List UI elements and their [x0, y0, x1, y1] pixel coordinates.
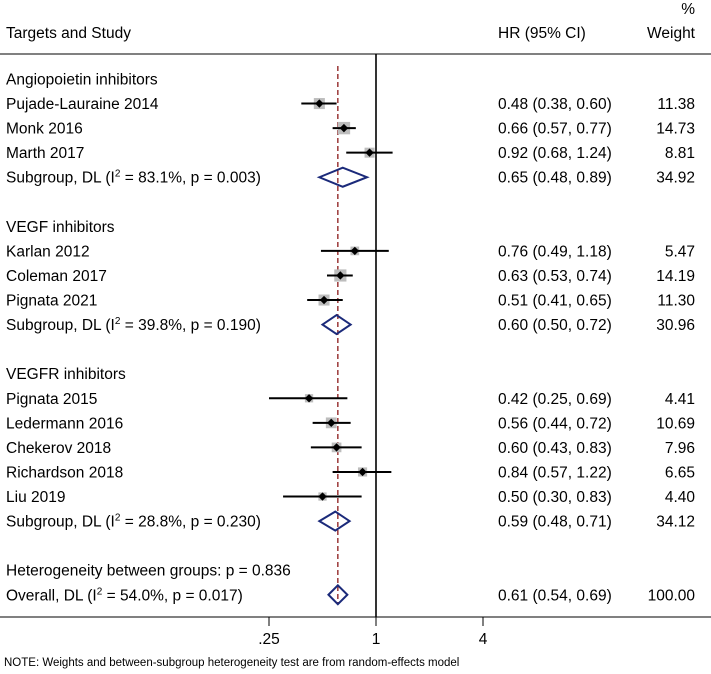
overall-label: Overall, DL (I2 = 54.0%, p = 0.017) [6, 586, 243, 604]
study-weight: 8.81 [665, 145, 695, 162]
header-weight: Weight [647, 25, 696, 42]
study-point-estimate [327, 418, 336, 428]
overall-hr-ci: 0.61 (0.54, 0.69) [498, 587, 612, 604]
study-name: Monk 2016 [6, 121, 83, 138]
study-hr-ci: 0.48 (0.38, 0.60) [498, 96, 612, 113]
study-weight: 14.19 [656, 268, 695, 285]
subgroup-label-superscript: 2 [115, 316, 121, 327]
overall-label-suffix: = 54.0%, p = 0.017) [102, 587, 242, 604]
study-weight: 4.41 [665, 391, 695, 408]
study-point-estimate [332, 443, 341, 452]
header-weight-pct: % [681, 1, 695, 18]
study-hr-ci: 0.42 (0.25, 0.69) [498, 391, 612, 408]
study-point-estimate [319, 295, 329, 305]
x-tick-label: 1 [372, 631, 381, 648]
study-weight: 4.40 [665, 489, 696, 506]
reference-lines [337, 54, 377, 617]
subgroup-label-suffix: = 83.1%, p = 0.003) [120, 170, 260, 187]
study-name: Chekerov 2018 [6, 440, 111, 457]
subgroup-label-superscript: 2 [115, 169, 121, 180]
header-hr: HR (95% CI) [498, 25, 586, 42]
study-point-estimate [304, 394, 314, 403]
study-weight: 7.96 [665, 440, 695, 457]
overall-label-prefix: Overall, DL (I [6, 587, 97, 604]
group-label: VEGF inhibitors [6, 219, 115, 236]
subgroup-label-prefix: Subgroup, DL (I [6, 170, 115, 187]
study-name: Marth 2017 [6, 145, 84, 162]
group-label: Angiopoietin inhibitors [6, 72, 158, 89]
subgroup-weight: 34.12 [656, 514, 695, 531]
study-weight: 6.65 [665, 464, 695, 481]
header-study: Targets and Study [6, 25, 131, 42]
study-name: Richardson 2018 [6, 464, 123, 481]
x-axis-ticks: .25 1 4 [258, 617, 488, 648]
subgroup-label: Subgroup, DL (I2 = 83.1%, p = 0.003) [6, 169, 261, 187]
study-hr-ci: 0.60 (0.43, 0.83) [498, 440, 612, 457]
overall-weight: 100.00 [648, 587, 696, 604]
subgroup-label: Subgroup, DL (I2 = 39.8%, p = 0.190) [6, 316, 261, 334]
subgroup-diamond [316, 166, 370, 188]
study-hr-ci: 0.92 (0.68, 1.24) [498, 145, 612, 162]
study-name: Pujade-Lauraine 2014 [6, 96, 159, 113]
subgroup-hr-ci: 0.60 (0.50, 0.72) [498, 317, 612, 334]
subgroup-label-superscript: 2 [115, 513, 121, 524]
study-weight: 11.30 [657, 293, 695, 310]
subgroup-label-prefix: Subgroup, DL (I [6, 317, 115, 334]
study-hr-ci: 0.50 (0.30, 0.83) [498, 489, 612, 506]
subgroup-weight: 30.96 [656, 317, 695, 334]
study-hr-ci: 0.84 (0.57, 1.22) [498, 464, 612, 481]
study-weight: 10.69 [656, 415, 695, 432]
study-hr-ci: 0.56 (0.44, 0.72) [498, 415, 612, 432]
subgroup-diamond [320, 313, 353, 336]
subgroup-hr-ci: 0.59 (0.48, 0.71) [498, 514, 612, 531]
study-point-estimate [339, 123, 349, 133]
study-name: Coleman 2017 [6, 268, 107, 285]
group-label: VEGFR inhibitors [6, 366, 126, 383]
x-tick-label: .25 [258, 631, 280, 648]
footnote: NOTE: Weights and between-subgroup heter… [4, 657, 459, 669]
study-point-estimate [315, 99, 324, 108]
study-point-estimate [350, 246, 360, 256]
study-hr-ci: 0.51 (0.41, 0.65) [498, 293, 612, 310]
subgroup-label-prefix: Subgroup, DL (I [6, 514, 115, 531]
subgroup-label: Subgroup, DL (I2 = 28.8%, p = 0.230) [6, 513, 261, 531]
study-name: Karlan 2012 [6, 243, 90, 260]
study-weight: 11.38 [657, 96, 695, 113]
subgroup-label-suffix: = 39.8%, p = 0.190) [120, 317, 260, 334]
study-name: Pignata 2015 [6, 391, 97, 408]
study-hr-ci: 0.66 (0.57, 0.77) [498, 121, 612, 138]
subgroup-weight: 34.92 [656, 170, 695, 187]
study-point-estimate [365, 148, 374, 157]
heterogeneity-test: Heterogeneity between groups: p = 0.836 [6, 563, 291, 580]
study-point-estimate [358, 467, 367, 477]
x-tick-label: 4 [479, 631, 488, 648]
study-weight: 5.47 [665, 243, 695, 260]
study-point-estimate [318, 492, 327, 501]
subgroup-diamond [317, 510, 352, 532]
overall-diamond [327, 583, 349, 606]
study-name: Ledermann 2016 [6, 415, 123, 432]
study-hr-ci: 0.76 (0.49, 1.18) [498, 243, 612, 260]
study-weight: 14.73 [656, 121, 695, 138]
subgroup-hr-ci: 0.65 (0.48, 0.89) [498, 170, 612, 187]
study-name: Pignata 2021 [6, 293, 97, 310]
plot-rows: Angiopoietin inhibitors Pujade-Lauraine 2… [6, 72, 696, 606]
study-hr-ci: 0.63 (0.53, 0.74) [498, 268, 612, 285]
overall-label-superscript: 2 [97, 586, 103, 597]
study-point-estimate [336, 271, 345, 280]
study-name: Liu 2019 [6, 489, 65, 506]
subgroup-label-suffix: = 28.8%, p = 0.230) [120, 514, 260, 531]
